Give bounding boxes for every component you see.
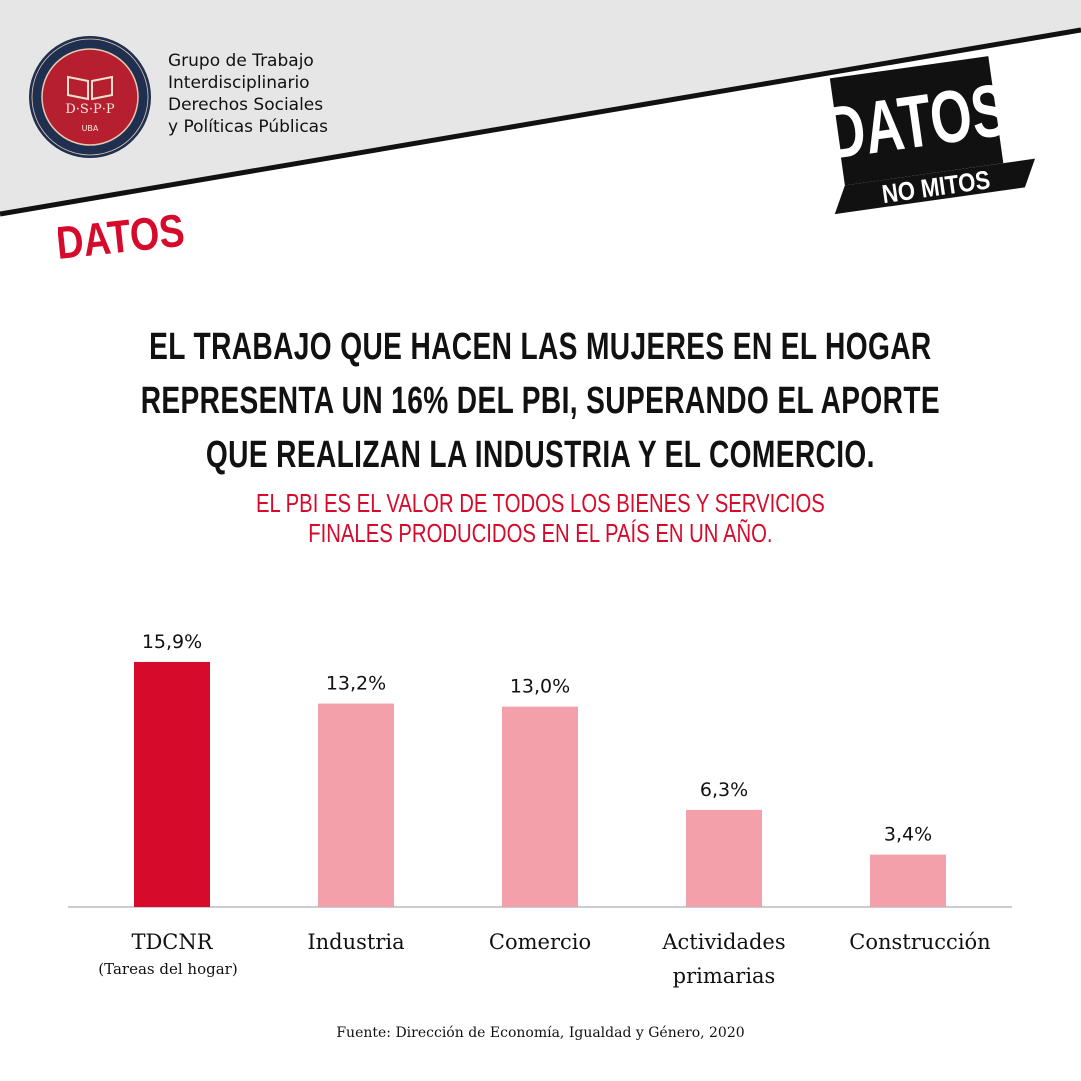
category-label-3-line-1: primarias: [673, 964, 776, 988]
headline-line-3: QUE REALIZAN LA INDUSTRIA Y EL COMERCIO.: [205, 434, 875, 476]
org-name-line-1: Grupo de Trabajo: [168, 51, 314, 71]
category-note-0: (Tareas del hogar): [98, 960, 237, 978]
brand-badge: DATOS NO MITOS: [821, 56, 1036, 215]
value-label-2: 13,0%: [510, 676, 570, 698]
logo-subtext: UBA: [82, 124, 99, 133]
bar-3: [686, 809, 762, 907]
organization-logo: D·S·P·P UBA: [29, 36, 151, 158]
source-note: Fuente: Dirección de Economía, Igualdad …: [336, 1025, 745, 1041]
org-name-line-3: Derechos Sociales: [168, 95, 324, 115]
header-band: [0, 0, 1081, 217]
headline-line-1: EL TRABAJO QUE HACEN LAS MUJERES EN EL H…: [149, 326, 932, 368]
value-label-0: 15,9%: [142, 631, 202, 653]
bar-4: [870, 854, 946, 907]
org-name-line-2: Interdisciplinario: [168, 73, 310, 93]
value-label-1: 13,2%: [326, 673, 386, 695]
bar-2: [502, 706, 578, 907]
category-label-1: Industria: [307, 930, 404, 954]
bar-0: [134, 661, 210, 907]
category-label-4: Construcción: [849, 930, 990, 954]
category-label-3-line-0: Actividades: [661, 930, 785, 954]
subhead-line-2: FINALES PRODUCIDOS EN EL PAÍS EN UN AÑO.: [308, 518, 773, 548]
headline-line-2: REPRESENTA UN 16% DEL PBI, SUPERANDO EL …: [140, 380, 941, 422]
value-label-4: 3,4%: [884, 824, 932, 846]
bar-1: [318, 703, 394, 907]
bar-chart: 15,9% TDCNR (Tareas del hogar) 13,2% Industr…: [68, 631, 1012, 988]
section-label-text: DATOS: [58, 204, 187, 269]
category-label-0: TDCNR: [131, 930, 213, 954]
subhead-line-1: EL PBI ES EL VALOR DE TODOS LOS BIENES Y…: [255, 488, 825, 518]
value-label-3: 6,3%: [700, 779, 748, 801]
org-name-line-4: y Políticas Públicas: [168, 117, 328, 137]
section-label: DATOS: [58, 204, 187, 269]
logo-text: D·S·P·P: [65, 102, 114, 117]
category-label-2: Comercio: [489, 930, 591, 954]
